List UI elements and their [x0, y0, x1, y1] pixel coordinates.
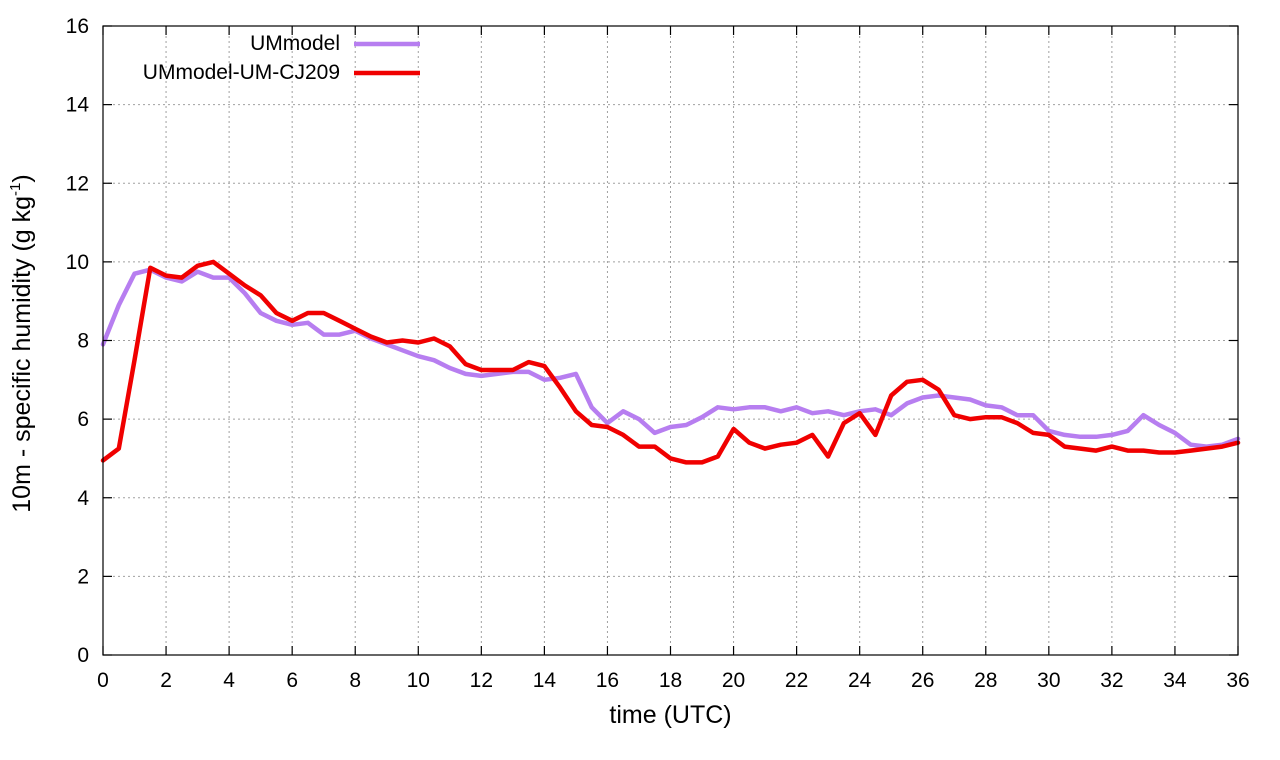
- y-tick-label: 4: [77, 487, 89, 510]
- x-tick-label: 36: [1226, 669, 1249, 692]
- x-tick-label: 2: [160, 669, 172, 692]
- series-line-2: [100, 259, 1241, 465]
- x-tick-label: 14: [533, 669, 557, 692]
- x-axis-tick-labels: 0 2 4 6 8 10 12 14 16 18 20 22 24 26 28 30 32 34 36: [97, 669, 1250, 692]
- x-tick-label: 30: [1037, 669, 1060, 692]
- legend: UMmodel UMmodel-UM-CJ209: [143, 32, 420, 84]
- y-axis-title: 10m - specific humidity (g kg-1): [7, 174, 36, 512]
- legend-label-1: UMmodel: [250, 32, 340, 55]
- x-tick-label: 18: [659, 669, 682, 692]
- y-tick-label: 14: [66, 94, 90, 117]
- x-tick-label: 28: [974, 669, 997, 692]
- series-line-1: [100, 267, 1241, 449]
- y-tick-label: 16: [66, 15, 89, 38]
- x-tick-label: 4: [223, 669, 235, 692]
- x-tick-label: 34: [1163, 669, 1187, 692]
- y-tick-label: 10: [66, 251, 89, 274]
- x-tick-label: 22: [785, 669, 808, 692]
- x-tick-label: 0: [97, 669, 109, 692]
- axis-ticks: [102, 25, 1239, 656]
- y-tick-label: 8: [77, 330, 89, 353]
- x-tick-label: 6: [286, 669, 298, 692]
- legend-label-2: UMmodel-UM-CJ209: [143, 61, 340, 84]
- x-tick-label: 8: [349, 669, 361, 692]
- grid-lines: [103, 26, 1238, 655]
- y-axis-title-close: ): [8, 174, 36, 182]
- y-axis-tick-labels: 0 2 4 6 8 10 12 14 16: [66, 15, 90, 667]
- y-tick-label: 6: [77, 408, 89, 431]
- x-tick-label: 26: [911, 669, 934, 692]
- y-axis-title-main: 10m - specific humidity (g kg: [8, 196, 36, 513]
- x-tick-label: 10: [407, 669, 430, 692]
- x-tick-label: 12: [470, 669, 493, 692]
- x-tick-label: 32: [1100, 669, 1123, 692]
- series-layer: [100, 259, 1241, 465]
- x-axis-title: time (UTC): [609, 701, 731, 729]
- y-tick-label: 2: [77, 565, 89, 588]
- x-tick-label: 16: [596, 669, 619, 692]
- x-tick-label: 20: [722, 669, 745, 692]
- y-axis-title-superscript: -1: [7, 183, 24, 196]
- y-tick-label: 0: [77, 644, 89, 667]
- x-tick-label: 24: [848, 669, 872, 692]
- y-tick-label: 12: [66, 172, 89, 195]
